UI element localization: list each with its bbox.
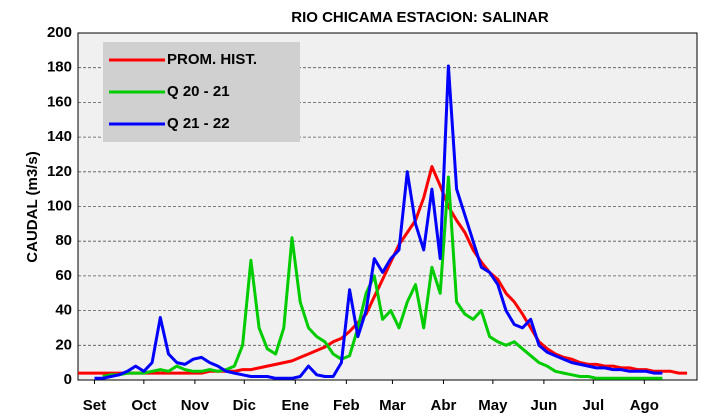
- plot-border: [77, 32, 698, 381]
- x-tick-label: Ago: [630, 397, 659, 414]
- y-axis-label: CAUDAL (m3/s): [24, 151, 41, 262]
- chart-title: RIO CHICAMA ESTACION: SALINAR: [291, 9, 549, 26]
- x-tick-label: Dic: [233, 397, 256, 414]
- x-tick-label: Nov: [181, 397, 210, 414]
- y-tick-label: 0: [64, 371, 72, 388]
- y-tick-label: 180: [47, 59, 72, 76]
- x-tick-label: Set: [83, 397, 106, 414]
- x-tick-label: Ene: [282, 397, 310, 414]
- legend-label: PROM. HIST.: [167, 51, 257, 68]
- x-tick-label: Jul: [582, 397, 604, 414]
- x-tick-label: Oct: [131, 397, 156, 414]
- x-tick-label: Jun: [531, 397, 558, 414]
- x-tick-label: Mar: [379, 397, 406, 414]
- legend-label: Q 21 - 22: [167, 115, 230, 132]
- y-tick-label: 80: [55, 232, 72, 249]
- y-tick-label: 100: [47, 197, 72, 214]
- x-tick-label: Abr: [431, 397, 457, 414]
- legend-label: Q 20 - 21: [167, 83, 230, 100]
- y-tick-label: 40: [55, 302, 72, 319]
- x-tick-label: Feb: [333, 397, 360, 414]
- y-tick-label: 20: [55, 336, 72, 353]
- series-line: [94, 64, 663, 380]
- y-tick-label: 160: [47, 93, 72, 110]
- x-tick-label: May: [478, 397, 508, 414]
- series-line: [78, 165, 688, 375]
- y-tick-label: 140: [47, 128, 72, 145]
- y-tick-label: 60: [55, 267, 72, 284]
- series-line: [102, 175, 663, 380]
- y-tick-label: 120: [47, 163, 72, 180]
- y-tick-label: 200: [47, 24, 72, 41]
